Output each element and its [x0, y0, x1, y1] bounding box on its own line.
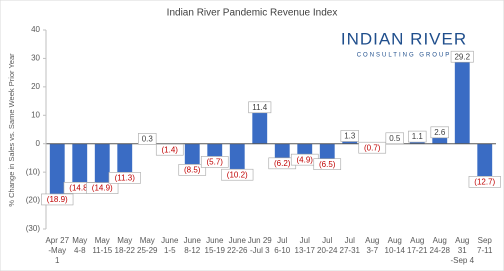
x-tick-label: Aug 24-28: [430, 236, 451, 255]
x-tick-label: May 4-8: [72, 236, 87, 255]
x-tick-label: June 1-5: [161, 236, 179, 255]
value-label: 2.6: [434, 128, 446, 137]
value-label: (0.7): [364, 143, 381, 152]
y-tick-label: 30: [31, 54, 40, 63]
y-tick-label: 0: [36, 139, 41, 148]
y-tick-label: 10: [31, 110, 40, 119]
bar: [274, 143, 290, 162]
bar: [184, 143, 200, 168]
logo-name: INDIAN RIVER: [341, 29, 467, 48]
x-tick-label: Jun 29 -Jul 3: [248, 236, 273, 255]
bar: [207, 143, 223, 160]
chart-title: Indian River Pandemic Revenue Index: [167, 8, 338, 19]
value-label-box: [248, 101, 272, 114]
value-label: (18.9): [47, 195, 68, 204]
x-tick-label: Jul 6-10: [274, 236, 291, 255]
value-label-box: [450, 50, 474, 63]
value-label: 1.1: [412, 132, 424, 141]
value-label: 29.2: [454, 52, 470, 61]
value-label: (6.2): [274, 159, 291, 168]
value-label: 0.3: [142, 134, 154, 143]
y-tick-label: (30): [26, 224, 41, 233]
bar: [432, 136, 448, 144]
value-label: 1.3: [344, 132, 356, 141]
x-tick-label: Jul 13-17: [295, 236, 316, 255]
value-label-box: [340, 130, 359, 142]
value-label-box: [155, 143, 184, 156]
value-label: (1.4): [162, 145, 179, 154]
x-tick-label: May 25-29: [137, 236, 158, 255]
value-label: (12.7): [474, 177, 495, 186]
value-label-box: [430, 126, 449, 139]
bar: [252, 111, 268, 144]
x-tick-label: Aug 3-7: [365, 236, 379, 255]
value-label: (10.2): [227, 170, 248, 179]
x-tick-label: June 22-26: [227, 236, 248, 255]
value-label-box: [86, 182, 119, 194]
bar: [49, 143, 65, 198]
x-tick-label: Jul 27-31: [340, 236, 361, 255]
logo-tagline: CONSULTING GROUP: [357, 53, 452, 59]
value-label-box: [468, 176, 501, 188]
x-tick-label: Aug 31 -Sep 4: [450, 236, 474, 265]
value-label-box: [221, 168, 254, 181]
x-tick-label: June 8-12: [184, 236, 202, 255]
value-label-box: [178, 164, 207, 176]
y-tick-label: (20): [26, 196, 41, 205]
value-label-box: [313, 158, 342, 170]
bar: [229, 143, 245, 173]
y-axis-label: % Change in Sales vs. Same Week Prior Ye…: [7, 53, 16, 207]
x-tick-label: Aug 10-14: [385, 236, 406, 255]
value-label: 11.4: [252, 103, 268, 112]
bar: [117, 143, 133, 176]
value-label: (5.7): [207, 158, 224, 167]
value-label-box: [408, 130, 427, 143]
y-tick-label: 20: [31, 82, 40, 91]
x-tick-label: Aug 17-21: [407, 236, 428, 255]
value-label-box: [41, 193, 74, 206]
value-label: (4.9): [297, 155, 314, 164]
x-tick-label: June 15-19: [205, 236, 226, 255]
value-label-box: [138, 133, 157, 145]
x-tick-label: May 11-15: [92, 236, 112, 255]
x-tick-label: Jul 20-24: [317, 236, 338, 255]
x-tick-label: Apr 27 -May 1: [45, 236, 69, 265]
value-label-box: [200, 156, 229, 168]
value-label: (8.5): [184, 165, 201, 174]
value-label-box: [108, 172, 141, 184]
value-label: 0.5: [389, 134, 401, 143]
value-label-box: [385, 132, 404, 145]
value-label-box: [358, 141, 387, 154]
value-label: (11.3): [115, 173, 136, 182]
bar: [319, 143, 335, 163]
bar: [72, 143, 88, 186]
bar: [454, 60, 470, 144]
y-tick-label: (10): [26, 167, 41, 176]
value-label: (14.9): [92, 184, 113, 193]
value-label: (6.5): [319, 160, 336, 169]
y-tick-label: 40: [31, 25, 40, 34]
x-tick-label: May 18-22: [115, 236, 136, 255]
bar: [342, 140, 358, 144]
bar: [477, 143, 493, 180]
bar: [94, 143, 110, 187]
x-tick-label: Sep 7-11: [477, 236, 493, 255]
value-label: (14.8): [69, 183, 90, 192]
